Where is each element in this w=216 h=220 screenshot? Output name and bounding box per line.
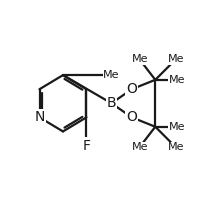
Text: F: F — [83, 139, 91, 152]
Text: B: B — [107, 96, 116, 110]
Text: Me: Me — [169, 75, 186, 85]
Text: Me: Me — [167, 142, 184, 152]
Text: N: N — [34, 110, 45, 124]
Text: Me: Me — [103, 70, 120, 80]
Text: Me: Me — [167, 55, 184, 64]
Text: Me: Me — [131, 55, 148, 64]
Text: Me: Me — [131, 142, 148, 152]
Text: Me: Me — [169, 122, 186, 132]
Text: O: O — [126, 110, 137, 124]
Text: O: O — [126, 82, 137, 96]
